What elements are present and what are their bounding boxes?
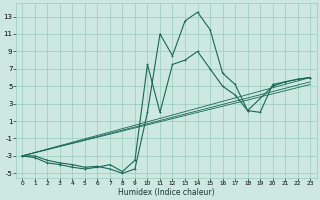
X-axis label: Humidex (Indice chaleur): Humidex (Indice chaleur) xyxy=(118,188,214,197)
